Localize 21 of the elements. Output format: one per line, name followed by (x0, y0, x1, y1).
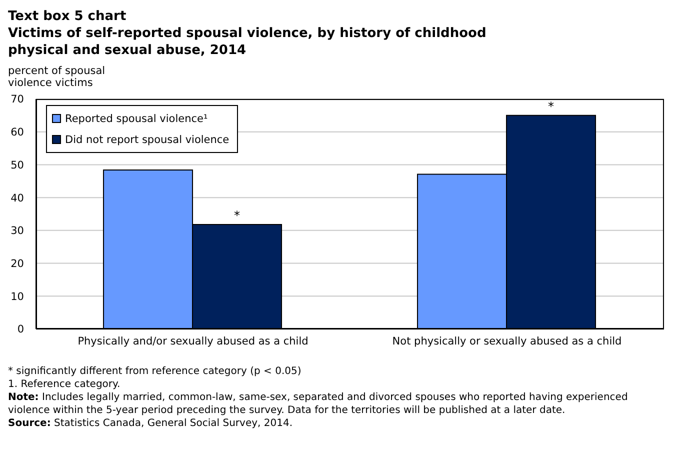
text: 1. Reference category. (8, 378, 122, 391)
y-tick-label: 60 (10, 126, 24, 139)
data-label: * (234, 208, 240, 223)
y-tick-label: 70 (10, 94, 24, 106)
text: * significantly different from reference category (p < 0.05) (8, 365, 302, 378)
x-tick-label: Physically and/or sexually abused as a child (78, 335, 308, 348)
data-label: * (548, 99, 554, 114)
y-tick-label: 30 (10, 225, 24, 238)
y-tick-label: 40 (10, 192, 24, 204)
legend-label: Did not report spousal violence (65, 134, 230, 146)
y-tick-label: 50 (10, 159, 24, 172)
chart-subtitle: Victims of self-reported spousal violence, by history of childhood physical and sexual abuse, 2014 (8, 25, 488, 59)
x-tick-label: Not physically or sexually abused as a child (392, 335, 622, 348)
y-axis-title: percent of spousal violence victims (8, 65, 106, 89)
y-tick-label: 20 (10, 258, 24, 270)
source-note: Source: Statistics Canada, General Social Survey, 2014. (8, 417, 294, 430)
chart-title: Text box 5 chart (8, 8, 128, 25)
text: Note: Includes legally married, common-law, same-sex, separated and divorced spouses who reported having experienced violence within the 5-year period preceding the survey. Data for the territories will be published at a later date. (8, 391, 629, 417)
y-tick-label: 10 (10, 290, 24, 303)
legend-label: Reported spousal violence¹ (65, 112, 208, 124)
y-tick-label: 0 (17, 324, 24, 336)
